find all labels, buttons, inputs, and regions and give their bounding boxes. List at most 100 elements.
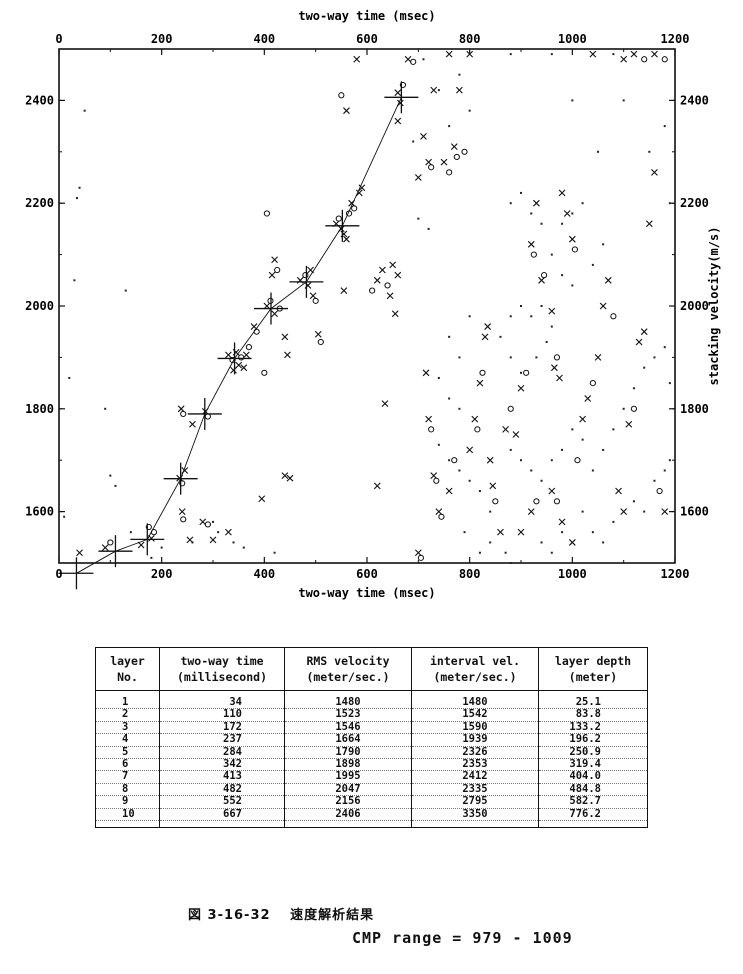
- peak-circle: [180, 516, 187, 523]
- scatter-dot: [499, 335, 502, 338]
- peak-cross: [425, 158, 432, 166]
- peak-cross-stroke: [281, 472, 289, 480]
- scatter-dot: [622, 99, 625, 102]
- peak-cross: [76, 549, 83, 557]
- table-cell: 34: [159, 696, 285, 710]
- table-header-row: layer No. two-way time (millisecond) RMS v…: [95, 647, 648, 691]
- cmp-range-label: CMP range = 979 - 1009: [352, 929, 573, 947]
- y-tick-label-left: 2000: [25, 299, 54, 313]
- peak-cross-stroke: [466, 446, 474, 454]
- x-tick-label-bottom: 0: [55, 567, 62, 581]
- peak-cross-stroke: [189, 420, 196, 428]
- peak-cross-stroke: [250, 323, 258, 330]
- scatter-dot: [114, 484, 117, 487]
- peak-cross-stroke: [414, 549, 422, 557]
- table-cell: 1480: [411, 696, 539, 710]
- peak-cross-stroke: [343, 235, 350, 243]
- pick-marker: [289, 265, 324, 298]
- peak-cross-stroke: [284, 351, 291, 359]
- peak-cross: [355, 189, 363, 197]
- scatter-dot: [520, 191, 522, 194]
- peak-cross: [538, 276, 545, 284]
- table-cell: 25.1: [538, 696, 648, 710]
- scatter-dot: [550, 325, 553, 328]
- peak-circle: [428, 426, 435, 433]
- y-tick-label-left: 2200: [25, 196, 54, 210]
- table-row: 1 34 1480 1480 25.1: [95, 696, 648, 710]
- scatter-dot: [468, 109, 471, 112]
- peak-cross-stroke: [630, 50, 638, 58]
- peak-cross-stroke: [389, 261, 397, 269]
- peak-circle: [553, 354, 561, 361]
- peak-cross-stroke: [645, 220, 653, 228]
- scatter-dot: [478, 551, 481, 554]
- peak-circle: [317, 338, 324, 346]
- y-tick-label-left: 1600: [25, 505, 54, 519]
- scatter-dot: [422, 58, 425, 61]
- peak-cross: [353, 55, 361, 63]
- table-cell: 1523: [284, 709, 412, 722]
- scatter-dot: [217, 531, 220, 534]
- peak-cross-stroke: [101, 544, 109, 551]
- table-cell: 582.7: [538, 795, 648, 809]
- peak-circle: [384, 282, 391, 289]
- peak-circle: [541, 272, 548, 279]
- peak-cross: [178, 508, 186, 515]
- peak-cross-stroke: [497, 528, 504, 536]
- peak-circle: [530, 251, 537, 258]
- peak-circle: [180, 410, 187, 418]
- scatter-dot: [668, 459, 671, 462]
- peak-cross-stroke: [271, 310, 278, 318]
- peak-cross: [568, 235, 576, 243]
- peak-cross-stroke: [404, 55, 412, 63]
- scatter-dot: [550, 253, 553, 256]
- peak-cross: [379, 266, 386, 274]
- x-tick-label-top: 200: [151, 32, 173, 46]
- peak-cross: [456, 86, 463, 94]
- peak-cross-stroke: [527, 240, 535, 248]
- peak-cross: [286, 474, 294, 482]
- peak-circle: [369, 287, 376, 294]
- scatter-dot: [550, 551, 553, 554]
- table-cell: 1542: [411, 709, 539, 722]
- table-cell: 1480: [284, 696, 412, 710]
- peak-cross-stroke: [230, 366, 237, 374]
- peak-circle: [507, 405, 514, 412]
- x-tick-label-top: 800: [459, 32, 481, 46]
- peak-cross: [497, 528, 504, 536]
- scatter-dot: [463, 531, 466, 534]
- peak-circle: [630, 405, 638, 412]
- pick-marker: [254, 292, 289, 325]
- table-cell: 667: [159, 808, 285, 822]
- table-cell: 2412: [411, 771, 539, 784]
- scatter-dot: [571, 284, 574, 287]
- peak-cross: [373, 276, 381, 284]
- x-tick-label-bottom: 800: [459, 567, 481, 581]
- peak-cross: [620, 508, 628, 515]
- scatter-dot: [242, 546, 245, 549]
- peak-cross-stroke: [489, 482, 497, 490]
- scatter-dot: [509, 202, 512, 205]
- scatter-dot: [73, 279, 76, 282]
- peak-cross: [517, 528, 525, 536]
- peak-cross: [466, 50, 474, 58]
- scatter-dot: [448, 125, 451, 128]
- peak-circle: [417, 554, 424, 561]
- peak-cross-stroke: [386, 292, 394, 300]
- peak-cross-stroke: [225, 351, 232, 359]
- peak-circle: [446, 169, 453, 176]
- table-cell: 2406: [284, 808, 412, 822]
- peak-cross: [548, 307, 556, 315]
- table-cell: 3350: [411, 808, 539, 822]
- peak-circle: [335, 215, 342, 222]
- table-cell: 10: [95, 808, 160, 822]
- table-cell: 2335: [411, 783, 539, 797]
- peak-cross-stroke: [381, 400, 389, 408]
- peak-cross-stroke: [373, 276, 381, 284]
- scatter-dot: [602, 448, 605, 451]
- peak-cross: [450, 143, 458, 151]
- peak-circle: [179, 480, 186, 487]
- table-row: 10 667 2406 3350 776.2: [95, 808, 648, 822]
- scatter-dot: [550, 459, 553, 462]
- peak-cross-stroke: [430, 86, 438, 94]
